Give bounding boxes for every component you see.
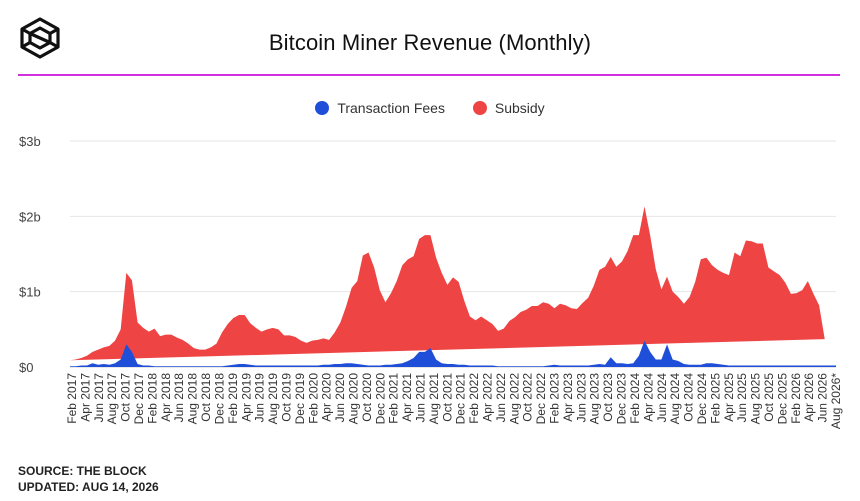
x-tick-label: Aug 2019 (266, 373, 280, 425)
x-tick-label: Dec 2023 (615, 373, 629, 425)
legend-item-transaction-fees[interactable]: Transaction Fees (315, 100, 445, 116)
x-tick-label: Jun 2018 (172, 373, 186, 423)
x-tick-label: Apr 2023 (561, 373, 575, 422)
y-tick-label: $1b (19, 285, 41, 300)
x-tick-label: Apr 2020 (320, 373, 334, 422)
header: Bitcoin Miner Revenue (Monthly) (0, 0, 860, 78)
x-tick-label: Oct 2025 (762, 373, 776, 422)
legend-label-subsidy: Subsidy (494, 100, 545, 116)
y-tick-label: $2b (19, 209, 41, 224)
x-tick-label: Jun 2024 (655, 373, 669, 423)
x-tick-label: Feb 2020 (306, 373, 320, 424)
x-tick-label: Aug 2021 (427, 373, 441, 425)
x-tick-label: Aug 2020 (346, 373, 360, 425)
y-tick-label: $3b (19, 134, 41, 149)
x-tick-label: Oct 2017 (119, 373, 133, 422)
x-tick-label: Oct 2019 (279, 373, 293, 422)
x-tick-label: Dec 2021 (454, 373, 468, 425)
x-tick-label: Jun 2022 (494, 373, 508, 423)
y-tick-label: $0 (19, 360, 33, 375)
x-tick-label: Oct 2023 (601, 373, 615, 422)
x-tick-label: Feb 2021 (387, 373, 401, 424)
header-divider (18, 74, 840, 76)
footer: SOURCE: THE BLOCK UPDATED: AUG 14, 2026 (18, 463, 159, 495)
x-tick-label: Dec 2022 (534, 373, 548, 425)
x-tick-label: Jun 2020 (333, 373, 347, 423)
x-tick-label: Jun 2023 (574, 373, 588, 423)
the-block-logo-icon (20, 17, 60, 59)
legend-label-transaction-fees: Transaction Fees (337, 100, 445, 116)
x-tick-label: Dec 2018 (212, 373, 226, 425)
x-tick-label: Jun 2021 (413, 373, 427, 423)
x-tick-label: Oct 2022 (521, 373, 535, 422)
x-tick-label: Apr 2022 (481, 373, 495, 422)
x-tick-label: Apr 2018 (159, 373, 173, 422)
x-tick-label: Jun 2026 (816, 373, 830, 423)
x-tick-label: Apr 2021 (400, 373, 414, 422)
x-tick-label: Feb 2025 (708, 373, 722, 424)
x-tick-label: Aug 2025 (749, 373, 763, 425)
legend-swatch-transaction-fees (315, 101, 330, 115)
x-tick-label: Apr 2026 (802, 373, 816, 422)
x-tick-label: Dec 2025 (775, 373, 789, 425)
legend-item-subsidy[interactable]: Subsidy (472, 100, 545, 116)
series-area-subsidy (70, 206, 825, 361)
x-tick-label: Feb 2018 (145, 373, 159, 424)
x-tick-label: Dec 2020 (373, 373, 387, 425)
x-tick-label: Aug 2024 (668, 373, 682, 425)
x-tick-label: Feb 2026 (789, 373, 803, 424)
x-tick-label: Apr 2019 (239, 373, 253, 422)
series-area-transaction-fees (70, 340, 836, 367)
x-tick-label: Oct 2018 (199, 373, 213, 422)
x-tick-label: Jun 2017 (92, 373, 106, 423)
x-tick-label: Jun 2025 (735, 373, 749, 423)
x-tick-label: Feb 2017 (65, 373, 79, 424)
x-tick-label: Feb 2023 (548, 373, 562, 424)
x-tick-label: Jun 2019 (253, 373, 267, 423)
x-tick-label: Feb 2022 (467, 373, 481, 424)
chart-title: Bitcoin Miner Revenue (Monthly) (268, 30, 592, 55)
x-tick-label: Oct 2020 (360, 373, 374, 422)
x-tick-label: Oct 2024 (682, 373, 696, 422)
x-tick-label: Aug 2018 (186, 373, 200, 425)
x-tick-label: Aug 2017 (105, 373, 119, 425)
x-tick-label: Feb 2019 (226, 373, 240, 424)
chart-legend: Transaction Fees Subsidy (0, 100, 860, 118)
x-tick-label: Aug 2022 (507, 373, 521, 425)
x-tick-label: Dec 2019 (293, 373, 307, 425)
source-note: SOURCE: THE BLOCK (18, 464, 147, 478)
x-tick-label: Dec 2017 (132, 373, 146, 425)
x-tick-label: Dec 2024 (695, 373, 709, 425)
x-tick-label: Oct 2021 (440, 373, 454, 422)
x-tick-label: Aug 2026* (829, 373, 843, 429)
x-tick-label: Aug 2023 (588, 373, 602, 425)
x-tick-label: Apr 2024 (641, 373, 655, 422)
x-tick-label: Feb 2024 (628, 373, 642, 424)
x-tick-label: Apr 2017 (78, 373, 92, 422)
x-tick-label: Apr 2025 (722, 373, 736, 422)
legend-swatch-subsidy (472, 101, 487, 115)
updated-note: UPDATED: AUG 14, 2026 (18, 480, 159, 494)
